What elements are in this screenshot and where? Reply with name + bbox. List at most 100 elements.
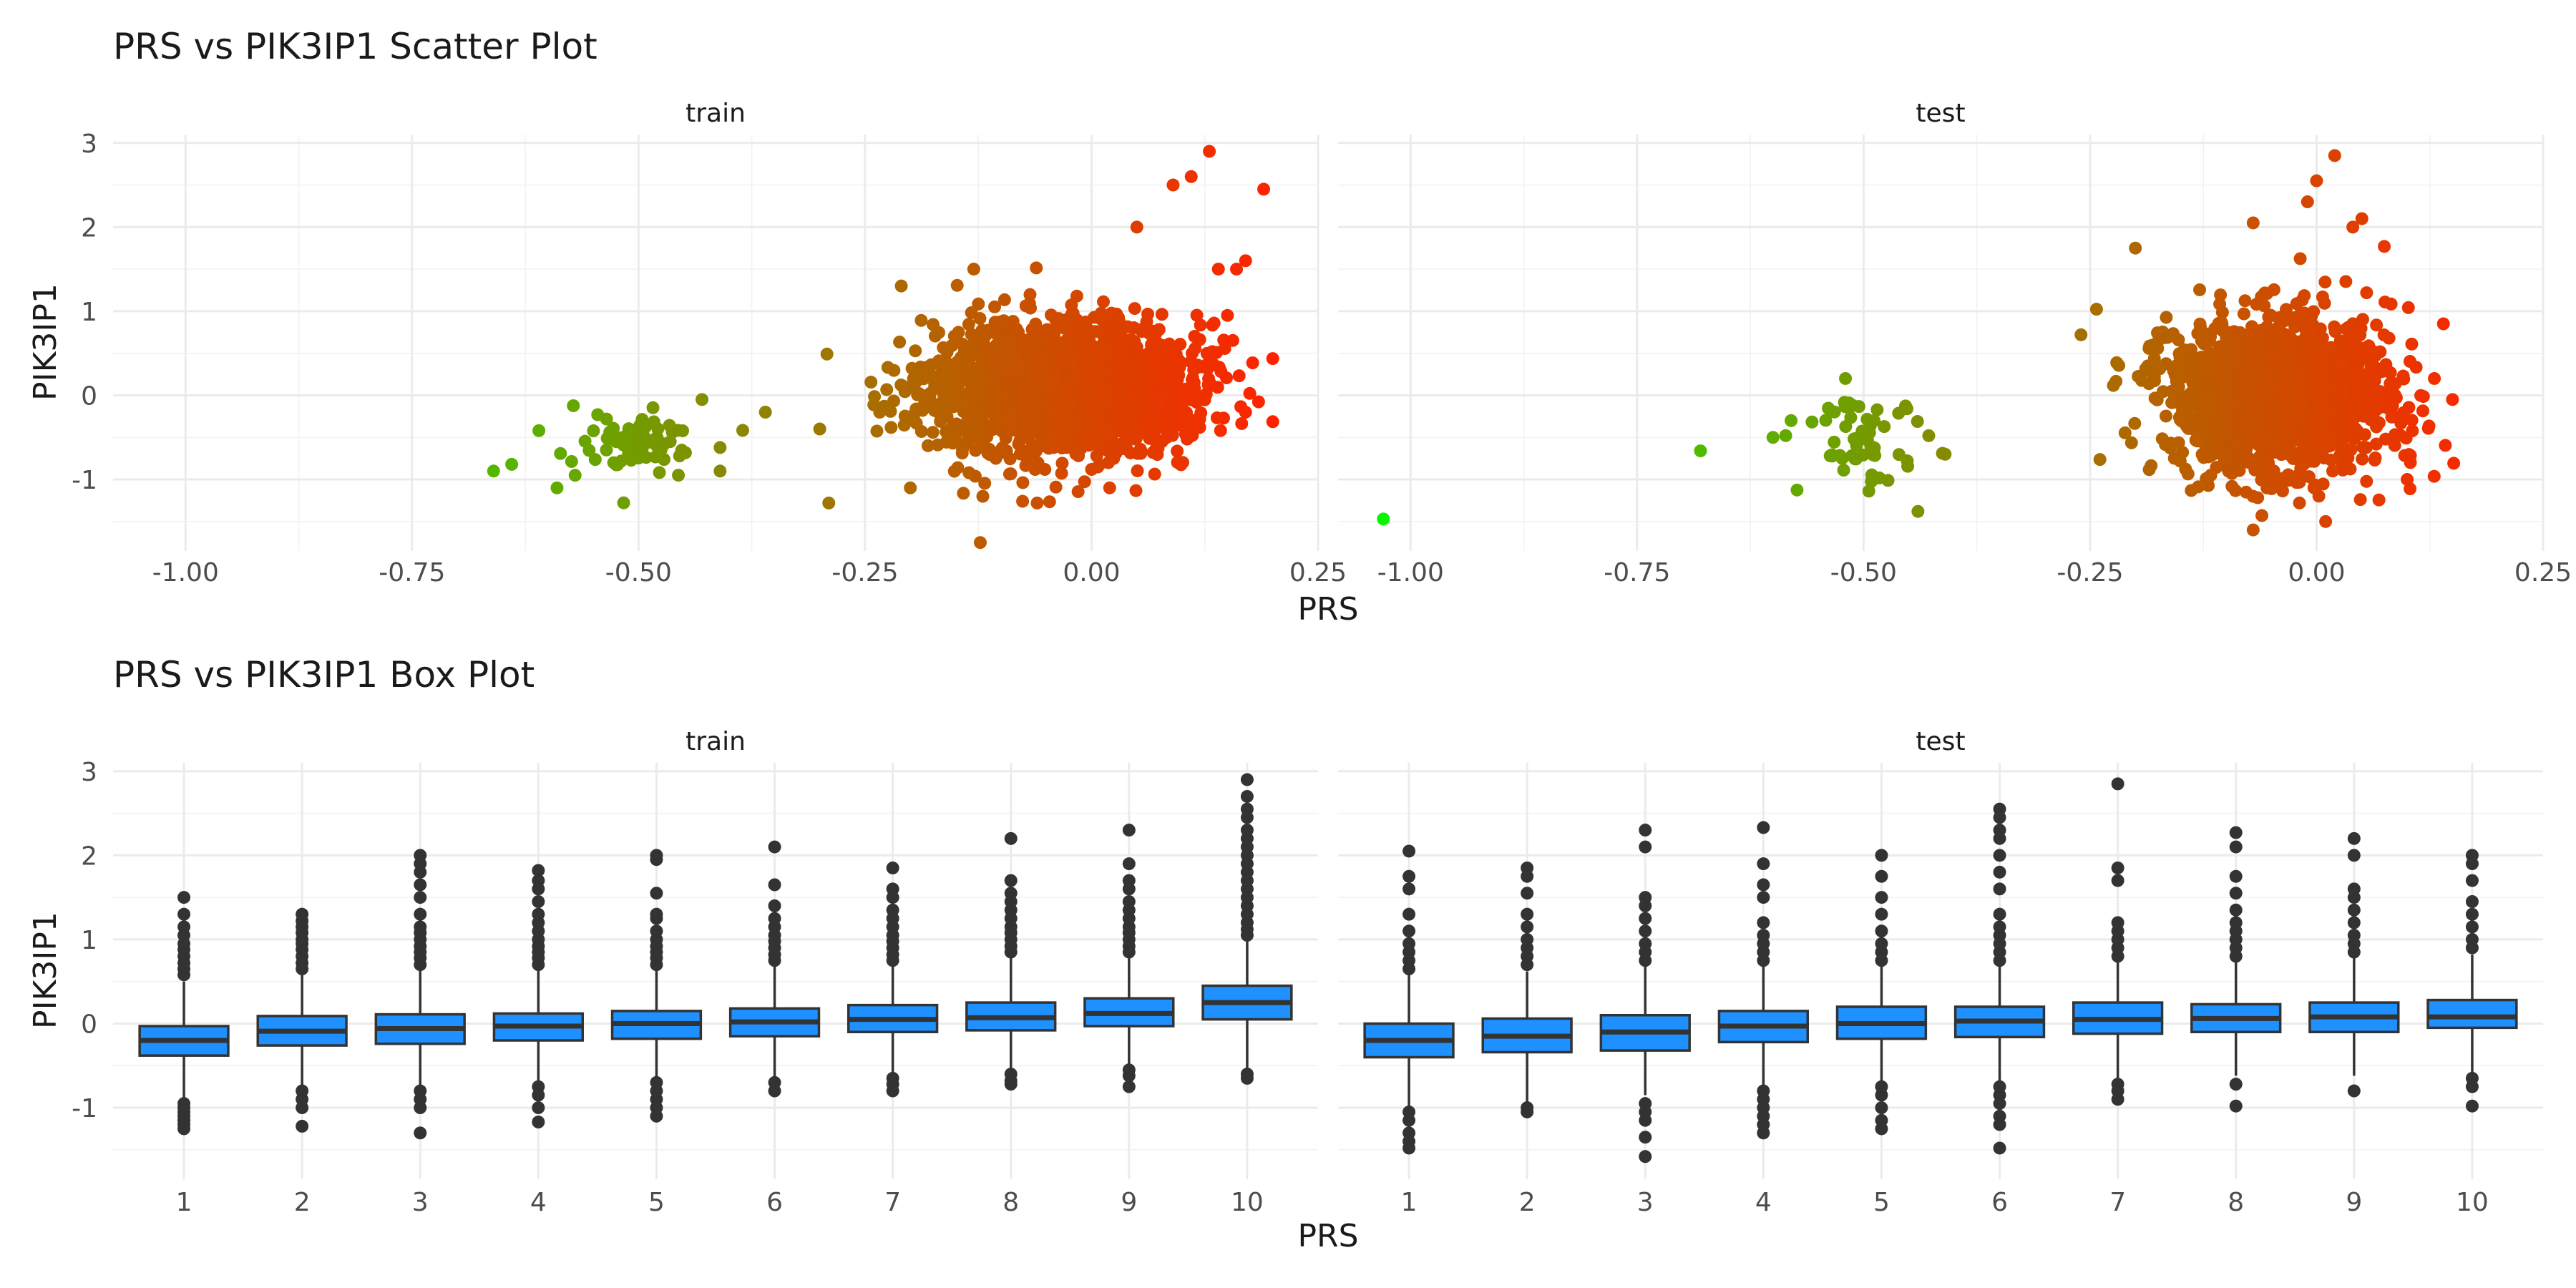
x-tick-label: -0.50 [605,558,672,587]
scatter-point [2211,418,2225,431]
scatter-point [957,487,970,500]
scatter-point [2328,149,2341,162]
scatter-point [1377,512,1390,526]
scatter-point [617,496,630,509]
scatter-point [2244,330,2258,343]
scatter-point [1075,325,1089,338]
outlier-point [1639,840,1652,854]
scatter-point [1911,504,1925,518]
scatter-point [2164,441,2177,455]
scatter-point [1029,444,1043,458]
scatter-point [937,341,950,354]
outlier-point [1122,1080,1136,1093]
scatter-point [1158,346,1171,360]
scatter-point [2370,420,2384,434]
scatter-point [985,366,999,380]
scatter-point [1030,261,1043,275]
scatter-point [1819,414,1833,427]
scatter-point [2142,341,2156,355]
scatter-point [1839,371,1853,385]
scatter-point [1211,263,1225,276]
outlier-point [414,1126,427,1140]
outlier-point [886,861,899,874]
scatter-point [2202,445,2215,459]
scatter-point [2263,405,2277,419]
scatter-point [2388,388,2401,401]
scatter-point [952,384,965,397]
scatter-point [2238,294,2252,308]
scatter-point [899,413,913,426]
scatter-point [1220,371,1234,385]
scatter-point [887,364,901,377]
scatter-point [904,481,917,494]
x-tick-label: -0.50 [1830,558,1897,587]
box-iqr [2426,998,2518,1030]
outlier-point [1004,1078,1018,1091]
scatter-point [647,415,660,429]
outlier-point [2229,1099,2243,1113]
scatter-point [1176,396,1189,410]
scatter-point [2225,479,2239,493]
outlier-point [414,907,427,921]
x-tick-label: 3 [1637,1188,1654,1217]
scatter-point [2204,469,2218,482]
scatter-point [1143,431,1156,445]
box-10 [1201,773,1293,1085]
x-tick-label: 5 [1873,1188,1890,1217]
x-tick-label: -0.25 [831,558,898,587]
scatter-point [2173,454,2187,468]
scatter-point [2233,443,2247,457]
scatter-point [1232,369,1246,383]
outlier-point [650,849,663,862]
scatter-point [1063,399,1077,412]
outlier-point [1757,878,1770,892]
scatter-point [1852,400,1865,414]
scatter-point [2324,453,2338,467]
outlier-point [1639,924,1652,938]
scatter-point [1805,415,1819,429]
scatter-point [1207,316,1221,330]
scatter-point [2343,419,2357,433]
scatter-point [2181,467,2195,481]
scatter-point [2356,452,2369,466]
outlier-point [1521,1105,1534,1118]
outlier-point [2347,882,2361,896]
scatter-point [950,417,963,431]
scatter-point [2316,419,2330,433]
scatter-point [591,408,605,421]
scatter-point [2353,493,2367,507]
scatter-point [976,489,990,503]
scatter-point [1114,421,1128,434]
scatter-point [2307,341,2321,354]
scatter-point [2201,377,2215,391]
scatter-point [1030,496,1044,509]
scatter-point [2143,364,2157,378]
scatter-point [1027,361,1040,375]
scatter-point [1214,424,1227,437]
scatter-point [2228,325,2241,338]
scatter-point [1171,444,1184,458]
outlier-point [1993,824,2006,837]
scatter-point [1230,263,1244,276]
scatter-point [1828,435,1841,449]
scatter-point [2132,370,2145,384]
box-8 [2190,826,2282,1113]
scatter-point [1043,495,1056,509]
x-tick-label: 8 [1002,1188,1019,1217]
scatter-point [2089,303,2103,316]
scatter-point [1252,395,1265,409]
scatter-point [1077,413,1091,426]
scatter-point [1194,318,1207,332]
outlier-point [1240,802,1254,816]
outlier-point [1402,924,1416,938]
scatter-point [1037,362,1050,376]
outlier-point [2229,840,2243,854]
box-tick-labels: 1 2 3 4 5 6 7 8 9 10 1 2 3 4 5 6 7 8 9 10 -1 0 1 2 3 [72,758,2489,1217]
scatter-point [2221,463,2235,477]
scatter-point [2074,328,2088,341]
outlier-point [1757,916,1770,930]
outlier-point [2465,895,2479,908]
scatter-point [675,444,688,457]
scatter-point [996,424,1010,438]
scatter-point [948,394,962,408]
